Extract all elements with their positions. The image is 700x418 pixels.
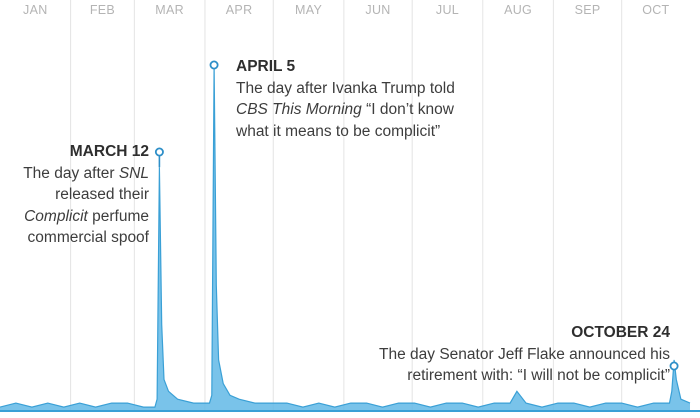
annotation-march: MARCH 12 The day after SNL released their… [0,141,149,249]
annotation-line: CBS This Morning “I don’t know [236,99,506,121]
annotation-text-run: “I don’t know [361,101,454,118]
month-gridlines [70,0,623,411]
annotation-october: OCTOBER 24 The day Senator Jeff Flake an… [330,322,670,387]
annotation-line: The day after SNL [0,163,149,185]
annotation-october-date: OCTOBER 24 [571,324,670,341]
annotation-october-text: The day Senator Jeff Flake announced his… [330,344,670,387]
annotation-text-run: released their [55,186,149,203]
month-label-feb: FEB [90,3,115,17]
annotation-april-date: APRIL 5 [236,58,296,75]
italic-title-text: SNL [118,164,149,182]
annotation-april: APRIL 5 The day after Ivanka Trump told C… [236,56,506,142]
annotation-text-run: commercial spoof [27,229,149,246]
annotation-text-run: The day Senator Jeff Flake announced his [379,345,670,363]
annotation-line: Complicit perfume [0,206,149,228]
annotation-text-run: retirement with: “I will not be complici… [407,367,670,384]
annotation-march-date: MARCH 12 [69,143,149,160]
annotation-text-run: what it means to be complicit” [236,122,441,140]
annotation-line: The day Senator Jeff Flake announced his [330,344,670,366]
month-axis-labels: JAN FEB MAR APR MAY JUN JUL AUG SEP OCT [23,3,669,17]
month-label-oct: OCT [642,3,669,17]
series-area [0,64,700,412]
annotation-line: retirement with: “I will not be complici… [330,365,670,387]
annotation-april-text: The day after Ivanka Trump told CBS This … [236,78,506,143]
italic-title-text: CBS This Morning [236,101,362,118]
month-label-apr: APR [226,3,253,17]
annotation-text-run: The day after [23,164,119,182]
month-label-jul: JUL [436,3,459,17]
month-label-mar: MAR [155,3,184,17]
annotation-marker-october [669,361,679,371]
annotation-text-run: perfume [87,207,149,225]
series-line [0,64,691,408]
annotation-line: commercial spoof [0,227,149,249]
annotation-march-text: The day after SNL released their Complicit… [0,163,149,249]
annotation-marker-april [209,60,219,70]
annotation-text-run: The day after Ivanka Trump told [236,79,455,97]
month-label-jun: JUN [365,3,390,17]
annotation-line: what it means to be complicit” [236,121,506,143]
annotation-line: released their [0,184,149,206]
month-label-aug: AUG [504,3,532,17]
month-label-jan: JAN [23,3,48,17]
annotation-marker-march [154,147,164,157]
annotation-connectors [154,60,679,371]
annotation-line: The day after Ivanka Trump told [236,78,506,100]
month-label-sep: SEP [575,3,601,17]
month-label-may: MAY [295,3,322,17]
italic-title-text: Complicit [24,207,88,225]
